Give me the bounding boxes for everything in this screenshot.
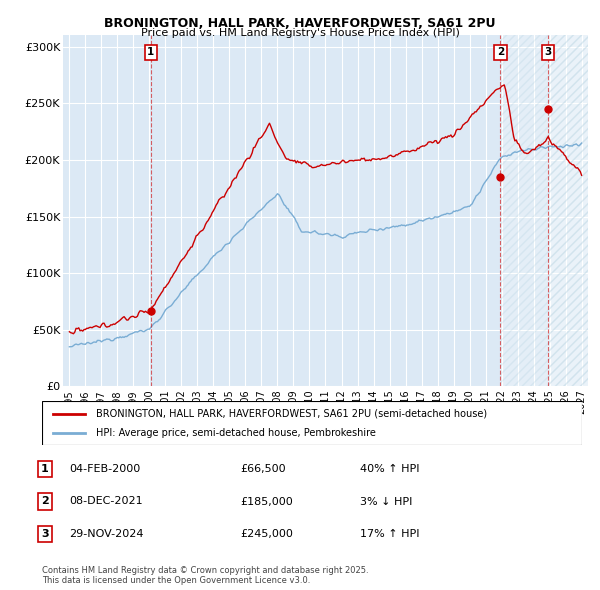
Text: BRONINGTON, HALL PARK, HAVERFORDWEST, SA61 2PU: BRONINGTON, HALL PARK, HAVERFORDWEST, SA… — [104, 17, 496, 30]
Text: Contains HM Land Registry data © Crown copyright and database right 2025.
This d: Contains HM Land Registry data © Crown c… — [42, 566, 368, 585]
Text: £66,500: £66,500 — [240, 464, 286, 474]
Text: Price paid vs. HM Land Registry's House Price Index (HPI): Price paid vs. HM Land Registry's House … — [140, 28, 460, 38]
Text: 3: 3 — [41, 529, 49, 539]
Text: 04-FEB-2000: 04-FEB-2000 — [69, 464, 140, 474]
Text: 08-DEC-2021: 08-DEC-2021 — [69, 497, 143, 506]
Text: 1: 1 — [41, 464, 49, 474]
Text: £185,000: £185,000 — [240, 497, 293, 506]
Text: 3% ↓ HPI: 3% ↓ HPI — [360, 497, 412, 506]
Text: BRONINGTON, HALL PARK, HAVERFORDWEST, SA61 2PU (semi-detached house): BRONINGTON, HALL PARK, HAVERFORDWEST, SA… — [96, 409, 487, 418]
Text: 17% ↑ HPI: 17% ↑ HPI — [360, 529, 419, 539]
Text: £245,000: £245,000 — [240, 529, 293, 539]
Text: 3: 3 — [545, 47, 552, 57]
Bar — [500, 35, 588, 386]
Text: HPI: Average price, semi-detached house, Pembrokeshire: HPI: Average price, semi-detached house,… — [96, 428, 376, 438]
Text: 2: 2 — [497, 47, 504, 57]
Text: 2: 2 — [41, 497, 49, 506]
Bar — [548, 35, 588, 386]
Text: 29-NOV-2024: 29-NOV-2024 — [69, 529, 143, 539]
Text: 1: 1 — [147, 47, 154, 57]
Text: 40% ↑ HPI: 40% ↑ HPI — [360, 464, 419, 474]
